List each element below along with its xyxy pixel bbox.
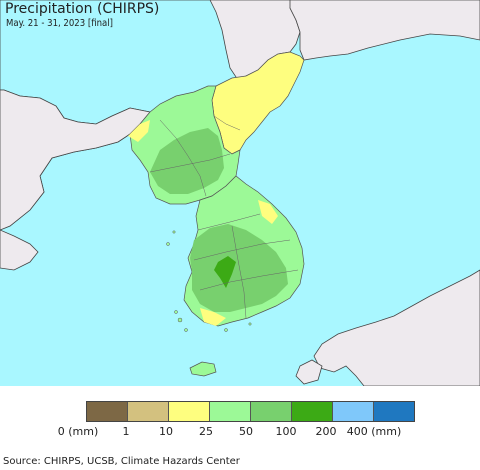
sk-yellow-east — [258, 200, 278, 224]
source-credit: Source: CHIRPS, UCSB, Climate Hazards Ce… — [3, 456, 240, 467]
sk-yellow-south — [200, 308, 226, 326]
legend-label: 25 — [199, 425, 213, 438]
admin-borders — [149, 115, 299, 319]
nw-yellow-patch — [128, 120, 150, 142]
legend-swatch — [251, 402, 292, 421]
japan-island — [295, 359, 323, 385]
legend-swatch — [128, 402, 169, 421]
legend-label: 50 — [239, 425, 253, 438]
legend-label: 100 — [275, 425, 297, 438]
russia-landmass — [289, 0, 480, 61]
japan-landmass — [313, 269, 480, 386]
west-coast-landmass — [0, 229, 39, 271]
jeju-island — [189, 361, 217, 377]
legend-label: 0 (mm) — [57, 425, 99, 438]
map-subtitle: May. 21 - 31, 2023 [final] — [6, 18, 113, 29]
legend-label: 400 (mm) — [346, 425, 402, 438]
legend-swatch — [87, 402, 128, 421]
legend-color-bar — [86, 401, 415, 422]
legend-swatch — [210, 402, 251, 421]
heavy-rain-patch — [214, 256, 236, 288]
map-title: Precipitation (CHIRPS) — [5, 1, 160, 17]
legend-swatch — [374, 402, 414, 421]
legend-label: 1 — [122, 425, 130, 438]
legend-swatch — [292, 402, 333, 421]
legend-label: 10 — [159, 425, 173, 438]
legend-swatch — [333, 402, 374, 421]
small-islands — [166, 230, 252, 332]
south-interior-darker — [190, 224, 288, 312]
precipitation-map — [0, 0, 480, 386]
north-interior-darker — [150, 128, 224, 194]
legend-swatch — [169, 402, 210, 421]
legend-label: 200 — [315, 425, 337, 438]
